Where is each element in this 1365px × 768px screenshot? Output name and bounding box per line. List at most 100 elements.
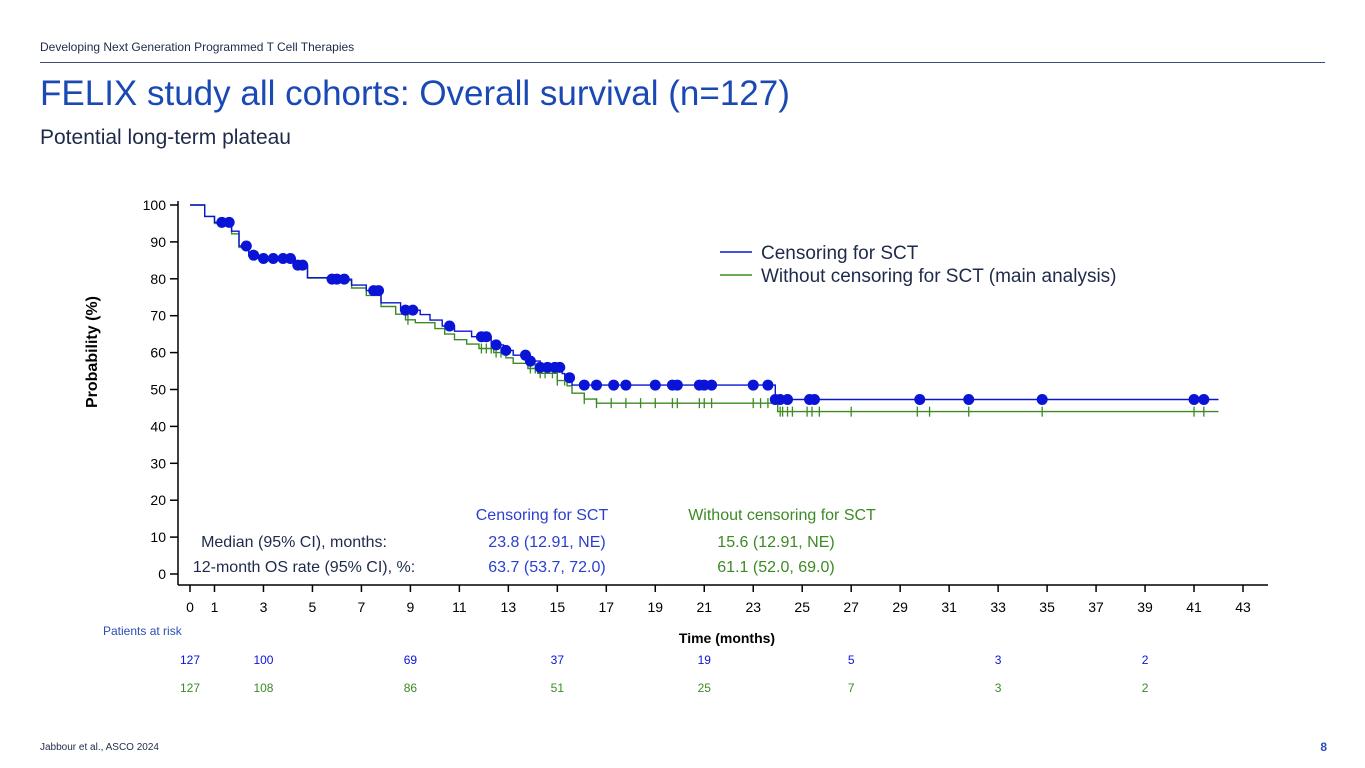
censor-marker (338, 273, 350, 285)
y-tick-label: 60 (150, 345, 166, 361)
x-tick-label: 7 (358, 599, 366, 615)
stats-col-header: Without censoring for SCT (688, 507, 876, 524)
x-tick-label: 27 (843, 599, 859, 615)
censor-marker (608, 379, 620, 391)
page-subtitle: Potential long-term plateau (40, 126, 291, 149)
censor-marker (914, 393, 926, 405)
censor-marker (1188, 393, 1200, 405)
x-tick-label: 37 (1088, 599, 1104, 615)
censor-marker (782, 393, 794, 405)
censor-marker (257, 253, 269, 265)
x-tick-label: 33 (990, 599, 1006, 615)
censor-marker (240, 240, 252, 252)
censor-marker (490, 339, 502, 351)
page-number: 8 (1320, 740, 1327, 754)
stats-value: 15.6 (12.91, NE) (717, 534, 834, 551)
risk-count: 5 (848, 653, 855, 667)
x-tick-label: 19 (647, 599, 663, 615)
x-tick-label: 15 (550, 599, 566, 615)
x-tick-label: 13 (501, 599, 517, 615)
y-tick-label: 80 (150, 271, 166, 287)
risk-table-label: Patients at risk (103, 624, 183, 638)
censor-marker (747, 379, 759, 391)
censor-marker (564, 372, 576, 384)
risk-count: 19 (698, 653, 712, 667)
risk-count: 86 (404, 681, 418, 695)
censor-marker (373, 285, 385, 297)
header-divider (40, 62, 1325, 63)
censor-marker (480, 331, 492, 343)
x-tick-label: 3 (260, 599, 268, 615)
y-tick-label: 40 (150, 418, 166, 434)
censor-marker (591, 379, 603, 391)
x-axis-label: Time (months) (679, 630, 775, 646)
y-tick-label: 20 (150, 492, 166, 508)
stats-value: 63.7 (53.7, 72.0) (488, 559, 605, 576)
risk-count: 37 (551, 653, 565, 667)
censor-marker (578, 379, 590, 391)
censor-marker (762, 379, 774, 391)
censor-marker (649, 379, 661, 391)
censor-marker (1198, 393, 1210, 405)
x-tick-label: 23 (745, 599, 761, 615)
y-tick-label: 70 (150, 308, 166, 324)
censor-marker (1036, 393, 1048, 405)
censor-marker (284, 253, 296, 265)
stats-value: 23.8 (12.91, NE) (488, 534, 605, 551)
series-line (190, 204, 1219, 401)
stats-row-label: Median (95% CI), months: (201, 534, 387, 551)
x-tick-label: 39 (1137, 599, 1153, 615)
censor-marker (620, 379, 632, 391)
x-tick-label: 1 (211, 599, 219, 615)
x-tick-label: 29 (892, 599, 908, 615)
censor-marker (500, 344, 512, 356)
y-tick-label: 0 (158, 566, 166, 582)
risk-count: 3 (995, 681, 1002, 695)
censor-marker (706, 379, 718, 391)
risk-count: 3 (995, 653, 1002, 667)
censor-marker (407, 304, 419, 316)
x-tick-label: 21 (696, 599, 712, 615)
section-topline: Developing Next Generation Programmed T … (40, 40, 355, 54)
censor-marker (297, 259, 309, 271)
x-tick-label: 25 (794, 599, 810, 615)
risk-count: 2 (1142, 653, 1149, 667)
x-tick-label: 5 (309, 599, 317, 615)
risk-count: 25 (698, 681, 712, 695)
censor-marker (267, 253, 279, 265)
censor-marker (554, 361, 566, 373)
x-tick-label: 11 (452, 599, 467, 615)
x-tick-label: 43 (1235, 599, 1251, 615)
legend-label: Censoring for SCT (761, 243, 919, 264)
risk-count: 127 (180, 653, 200, 667)
legend-label: Without censoring for SCT (main analysis… (761, 266, 1117, 287)
risk-count: 127 (180, 681, 200, 695)
risk-count: 51 (551, 681, 565, 695)
x-tick-label: 17 (599, 599, 615, 615)
page-title: FELIX study all cohorts: Overall surviva… (40, 74, 790, 113)
x-tick-label: 31 (941, 599, 957, 615)
censor-marker (223, 216, 235, 228)
censor-marker (671, 379, 683, 391)
y-tick-label: 10 (150, 529, 166, 545)
stats-row-label: 12-month OS rate (95% CI), %: (193, 559, 415, 576)
citation: Jabbour et al., ASCO 2024 (40, 742, 159, 753)
censor-marker (444, 320, 456, 332)
censor-marker (808, 393, 820, 405)
risk-count: 7 (848, 681, 855, 695)
risk-count: 2 (1142, 681, 1149, 695)
x-tick-label: 35 (1039, 599, 1055, 615)
x-tick-label: 0 (186, 599, 194, 615)
y-tick-label: 30 (150, 455, 166, 471)
y-tick-label: 50 (150, 382, 166, 398)
censor-marker (524, 355, 536, 367)
censor-marker (963, 393, 975, 405)
stats-value: 61.1 (52.0, 69.0) (717, 559, 834, 576)
risk-count: 69 (404, 653, 418, 667)
censor-marker (248, 249, 260, 261)
x-tick-label: 41 (1186, 599, 1202, 615)
x-tick-label: 9 (406, 599, 414, 615)
stats-col-header: Censoring for SCT (476, 507, 609, 524)
y-tick-label: 90 (150, 234, 166, 250)
